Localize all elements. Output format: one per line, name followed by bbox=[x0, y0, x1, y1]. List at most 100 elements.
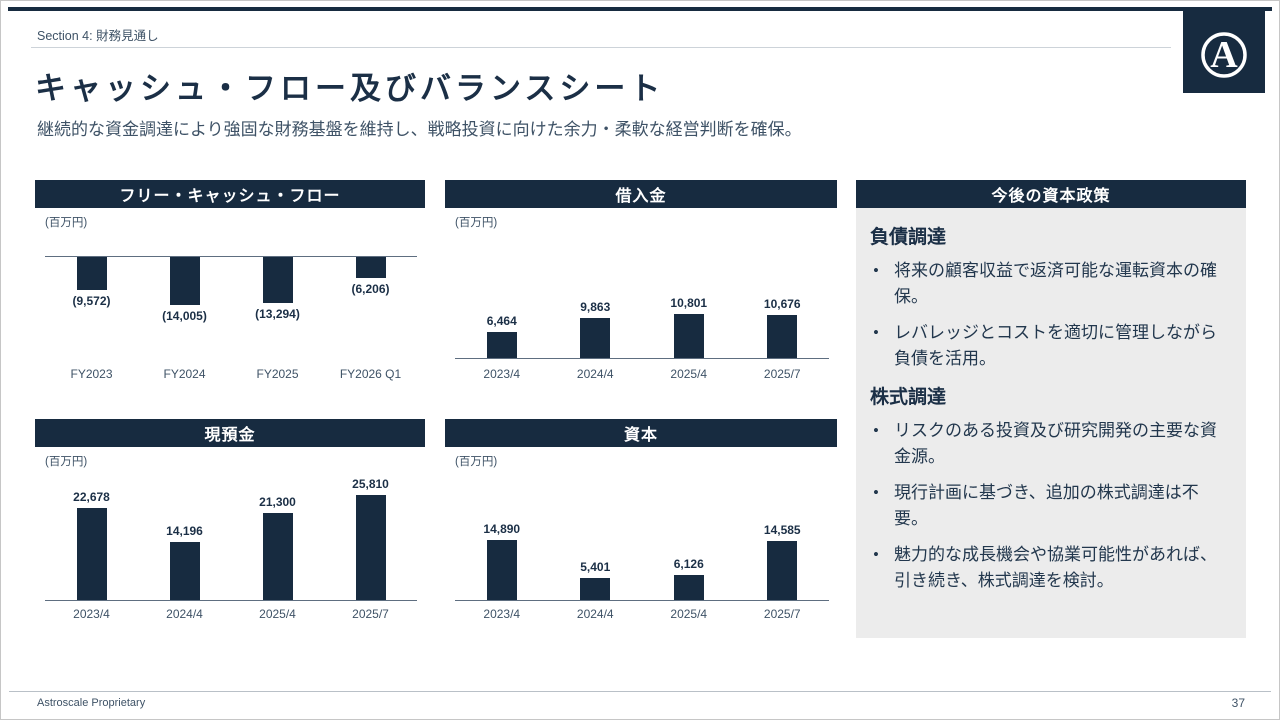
bar-value-label: 5,401 bbox=[580, 560, 611, 574]
x-axis-label: 2024/4 bbox=[576, 607, 614, 621]
bullet-icon: • bbox=[873, 323, 879, 342]
chart-equity: 資本 (百万円) 14,890 5,401 6,126 14,585 2023/4 20… bbox=[445, 419, 837, 631]
bar-value-label: 21,300 bbox=[259, 495, 296, 509]
bar-value-label: 10,801 bbox=[670, 296, 708, 310]
chart-title-bar: フリー・キャッシュ・フロー bbox=[35, 180, 425, 208]
capital-policy-title-bar: 今後の資本政策 bbox=[856, 180, 1246, 208]
policy-bullet-text: 魅力的な成長機会や協業可能性があれば、引き続き、株式調達を検討。 bbox=[894, 545, 1217, 590]
x-axis-label: 2025/7 bbox=[763, 607, 801, 621]
footer-divider bbox=[9, 691, 1271, 692]
bar-group: 6,464 bbox=[455, 314, 549, 358]
bar-value-label: 6,464 bbox=[486, 314, 517, 328]
axis-unit-label: (百万円) bbox=[45, 456, 88, 468]
bar bbox=[76, 508, 107, 600]
policy-bullet: • 魅力的な成長機会や協業可能性があれば、引き続き、株式調達を検討。 bbox=[870, 542, 1232, 593]
bar bbox=[767, 541, 798, 600]
policy-bullet: • レバレッジとコストを適切に管理しながら負債を活用。 bbox=[870, 320, 1232, 371]
x-axis-label: FY2025 bbox=[256, 367, 299, 381]
astroscale-logo: A bbox=[1183, 11, 1265, 93]
bar bbox=[673, 575, 704, 600]
x-axis-labels: FY2023 FY2024 FY2025 FY2026 Q1 bbox=[45, 367, 417, 381]
x-axis-label: 2025/4 bbox=[670, 607, 708, 621]
page-title: キャッシュ・フロー及びバランスシート bbox=[35, 71, 665, 106]
x-axis-label: FY2023 bbox=[70, 367, 113, 381]
bar bbox=[486, 332, 517, 358]
bullet-icon: • bbox=[873, 421, 879, 440]
bar-value-label: 14,196 bbox=[166, 524, 203, 538]
bar-value-label: 22,678 bbox=[73, 490, 110, 504]
bar-value-label: 6,126 bbox=[673, 557, 704, 571]
policy-heading-debt: 負債調達 bbox=[870, 227, 947, 248]
plot-area: 14,890 5,401 6,126 14,585 bbox=[455, 475, 829, 601]
bar bbox=[673, 314, 704, 358]
x-axis-label: 2025/7 bbox=[352, 607, 389, 621]
bar-value-label: 14,585 bbox=[763, 523, 801, 537]
policy-bullet: • 現行計画に基づき、追加の株式調達は不要。 bbox=[870, 480, 1232, 531]
policy-bullet-text: リスクのある投資及び研究開発の主要な資金源。 bbox=[894, 421, 1217, 466]
bar bbox=[76, 257, 107, 290]
bar-value-label: (14,005) bbox=[162, 309, 207, 323]
x-axis-label: 2023/4 bbox=[483, 607, 521, 621]
x-axis-label: 2025/4 bbox=[670, 367, 708, 381]
bar-group: 10,801 bbox=[642, 296, 736, 358]
bar-value-label: (13,294) bbox=[255, 307, 300, 321]
bar-group: 22,678 bbox=[45, 490, 138, 600]
bar bbox=[262, 257, 293, 303]
header-divider bbox=[31, 47, 1171, 48]
x-axis-labels: 2023/4 2024/4 2025/4 2025/7 bbox=[455, 607, 829, 621]
bar-group: 14,196 bbox=[138, 524, 231, 600]
x-axis-label: 2023/4 bbox=[483, 367, 521, 381]
x-axis-labels: 2023/4 2024/4 2025/4 2025/7 bbox=[45, 607, 417, 621]
bar-value-label: 9,863 bbox=[580, 300, 611, 314]
axis-unit-label: (百万円) bbox=[45, 217, 88, 229]
bar-group: (9,572) bbox=[45, 257, 138, 308]
capital-policy-panel: 負債調達 • 将来の顧客収益で返済可能な運転資本の確保。 • レバレッジとコスト… bbox=[856, 208, 1246, 638]
axis-unit-label: (百万円) bbox=[455, 217, 498, 229]
bar-group: (13,294) bbox=[231, 257, 324, 321]
bar-value-label: (6,206) bbox=[351, 282, 390, 296]
bar-group: 25,810 bbox=[324, 477, 417, 600]
bar bbox=[355, 257, 386, 278]
bar-value-label: (9,572) bbox=[72, 294, 111, 308]
x-axis-labels: 2023/4 2024/4 2025/4 2025/7 bbox=[455, 367, 829, 381]
plot-area: (9,572) (14,005) (13,294) (6,206) bbox=[45, 256, 417, 362]
bullet-icon: • bbox=[873, 545, 879, 564]
bar bbox=[169, 542, 200, 600]
bar-group: 21,300 bbox=[231, 495, 324, 600]
chart-title-bar: 資本 bbox=[445, 419, 837, 447]
page-number: 37 bbox=[1231, 696, 1245, 710]
bar-group: (6,206) bbox=[324, 257, 417, 296]
svg-text:A: A bbox=[1210, 34, 1238, 76]
bullet-icon: • bbox=[873, 261, 879, 280]
bar-value-label: 14,890 bbox=[483, 522, 521, 536]
x-axis-label: 2025/4 bbox=[259, 607, 296, 621]
policy-bullet-text: 現行計画に基づき、追加の株式調達は不要。 bbox=[894, 483, 1199, 528]
bar-group: 6,126 bbox=[642, 557, 736, 600]
chart-title-bar: 現預金 bbox=[35, 419, 425, 447]
chart-borrowings: 借入金 (百万円) 6,464 9,863 10,801 10,676 2023/4 2… bbox=[445, 180, 837, 392]
bar bbox=[767, 315, 798, 358]
bar-group: 10,676 bbox=[736, 297, 830, 358]
chart-title-bar: 借入金 bbox=[445, 180, 837, 208]
x-axis-label: 2024/4 bbox=[166, 607, 203, 621]
section-label: Section 4: 財務見通し bbox=[37, 29, 159, 43]
bar-group: 9,863 bbox=[549, 300, 643, 358]
footer-proprietary-label: Astroscale Proprietary bbox=[37, 697, 146, 709]
policy-bullet-text: レバレッジとコストを適切に管理しながら負債を活用。 bbox=[894, 323, 1217, 368]
bar bbox=[355, 495, 386, 600]
astroscale-logo-icon: A bbox=[1201, 32, 1247, 78]
bar bbox=[169, 257, 200, 305]
chart-free-cash-flow: フリー・キャッシュ・フロー (百万円) (9,572) (14,005) (13,2… bbox=[35, 180, 425, 392]
page-subtitle: 継続的な資金調達により強固な財務基盤を維持し、戦略投資に向けた余力・柔軟な経営判… bbox=[37, 120, 802, 139]
policy-bullet-text: 将来の顧客収益で返済可能な運転資本の確保。 bbox=[894, 261, 1217, 306]
bar-group: (14,005) bbox=[138, 257, 231, 323]
x-axis-label: FY2026 Q1 bbox=[339, 367, 402, 381]
axis-unit-label: (百万円) bbox=[455, 456, 498, 468]
bar-value-label: 25,810 bbox=[352, 477, 389, 491]
plot-area: 6,464 9,863 10,801 10,676 bbox=[455, 250, 829, 359]
plot-area: 22,678 14,196 21,300 25,810 bbox=[45, 475, 417, 601]
chart-cash-and-deposits: 現預金 (百万円) 22,678 14,196 21,300 25,810 2023/… bbox=[35, 419, 425, 631]
x-axis-label: 2024/4 bbox=[576, 367, 614, 381]
policy-bullet: • 将来の顧客収益で返済可能な運転資本の確保。 bbox=[870, 258, 1232, 309]
